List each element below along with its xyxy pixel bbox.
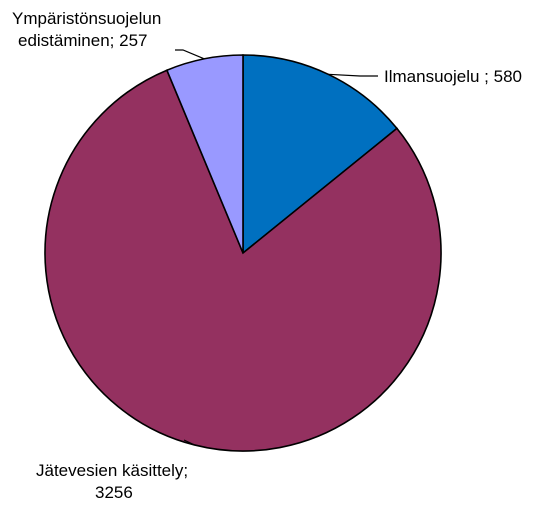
slice-label-ymparistonsuojelun-edistaminen: Ympäristönsuojelun edistäminen; 257 [12, 9, 166, 50]
pie-slice-ymparistonsuojelun-edistaminen [165, 54, 244, 254]
leader-line-ymparistonsuojelun-edistaminen [175, 49, 205, 60]
pie-slice-jatevesien-kasittely [44, 69, 442, 452]
slice-label-ilmansuojelu: Ilmansuojelu ; 580 [384, 67, 522, 86]
leader-line-jatevesien-kasittely [183, 439, 195, 446]
slice-label-jatevesien-kasittely: Jätevesien käsittely; 3256 [36, 461, 193, 502]
pie-slices [44, 54, 442, 452]
slice-label-line-2: edistäminen; 257 [18, 31, 147, 50]
leader-line-ilmansuojelu [328, 73, 378, 77]
pie-slice-ilmansuojelu [242, 54, 399, 255]
slice-label-line-1: Jätevesien käsittely; [36, 461, 188, 480]
slice-label-line-2: 3256 [95, 483, 133, 502]
leader-lines [175, 49, 378, 446]
slice-label-line-1: Ympäristönsuojelun [12, 9, 161, 28]
